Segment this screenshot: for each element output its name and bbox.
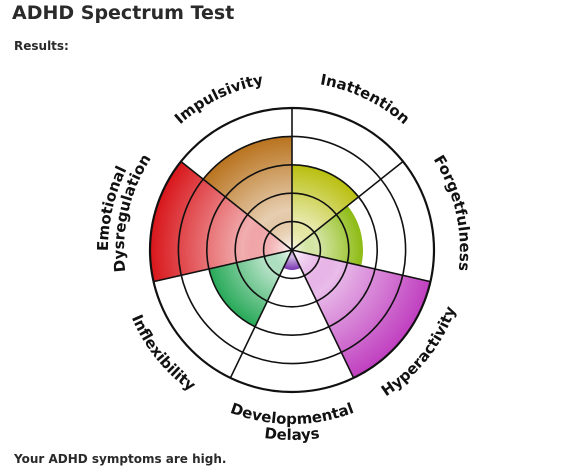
segment-label-forgetfulness: Forgetfulness bbox=[430, 152, 474, 272]
segment-divider bbox=[291, 249, 431, 283]
segment-fill-emotional-dysregulation bbox=[149, 161, 292, 282]
segment-divider bbox=[291, 160, 404, 251]
segment-divider bbox=[291, 249, 355, 379]
segment-divider bbox=[229, 249, 293, 379]
segment-fill-inattention bbox=[292, 164, 359, 250]
segment-fill-impulsivity bbox=[203, 136, 292, 250]
results-label: Results: bbox=[14, 39, 69, 53]
page-title: ADHD Spectrum Test bbox=[12, 2, 235, 24]
segment-fill-developmental-delays bbox=[283, 250, 301, 270]
result-summary: Your ADHD symptoms are high. bbox=[14, 452, 227, 466]
segment-fill-forgetfulness bbox=[292, 205, 364, 266]
segment-divider bbox=[153, 249, 293, 283]
segment-dividers bbox=[153, 108, 431, 379]
segment-divider bbox=[180, 160, 293, 251]
segment-label-developmental-delays: Developmental bbox=[228, 399, 356, 428]
segment-label-developmental-delays: Delays bbox=[264, 424, 321, 444]
